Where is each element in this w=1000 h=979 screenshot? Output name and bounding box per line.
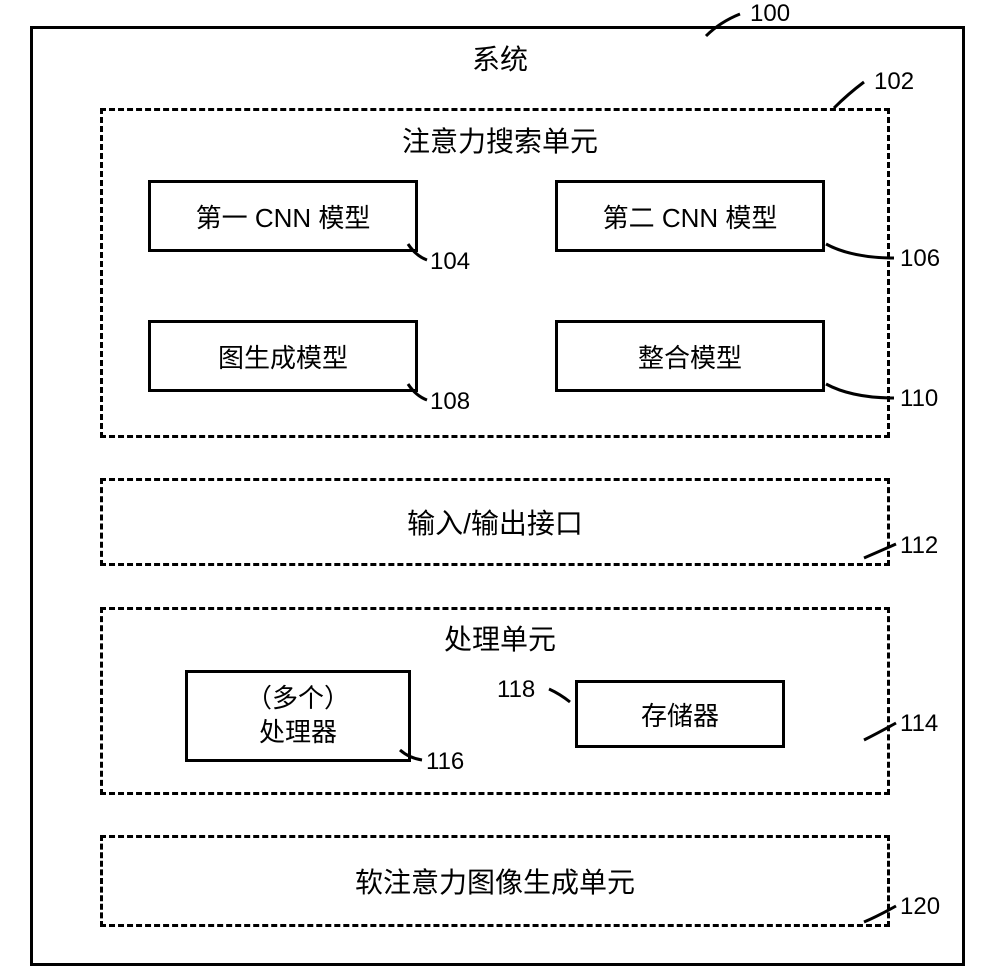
processor-box: （多个） 处理器 (185, 670, 411, 762)
first-cnn-model-box: 第一 CNN 模型 (148, 180, 418, 252)
ref-102: 102 (874, 68, 914, 96)
graph-generation-model-label: 图生成模型 (218, 338, 348, 375)
first-cnn-model-label: 第一 CNN 模型 (196, 198, 371, 235)
attention-search-unit-title: 注意力搜索单元 (350, 120, 650, 160)
processor-label-line2: 处理器 (259, 716, 337, 750)
diagram-canvas: 系统 100 102 注意力搜索单元 第一 CNN 模型 104 第二 CNN … (0, 0, 1000, 979)
memory-box: 存储器 (575, 680, 785, 748)
soft-attention-image-generation-unit-label: 软注意力图像生成单元 (355, 861, 635, 901)
ref-100: 100 (750, 0, 790, 28)
ref-118: 118 (497, 676, 535, 704)
ref-114: 114 (900, 710, 938, 738)
ref-116: 116 (426, 748, 464, 776)
io-interface-box: 输入/输出接口 (100, 478, 890, 566)
soft-attention-image-generation-unit-box: 软注意力图像生成单元 (100, 835, 890, 927)
second-cnn-model-label: 第二 CNN 模型 (603, 198, 778, 235)
ref-104: 104 (430, 248, 470, 276)
memory-label: 存储器 (641, 696, 719, 733)
integration-model-label: 整合模型 (638, 338, 742, 375)
graph-generation-model-box: 图生成模型 (148, 320, 418, 392)
second-cnn-model-box: 第二 CNN 模型 (555, 180, 825, 252)
ref-120: 120 (900, 893, 940, 921)
integration-model-box: 整合模型 (555, 320, 825, 392)
ref-110: 110 (900, 385, 938, 413)
ref-112: 112 (900, 532, 938, 560)
processor-label-line1: （多个） (246, 682, 350, 716)
ref-106: 106 (900, 245, 940, 273)
system-title: 系统 (400, 38, 600, 78)
ref-108: 108 (430, 388, 470, 416)
io-interface-label: 输入/输出接口 (407, 502, 583, 542)
processing-unit-title: 处理单元 (400, 618, 600, 658)
